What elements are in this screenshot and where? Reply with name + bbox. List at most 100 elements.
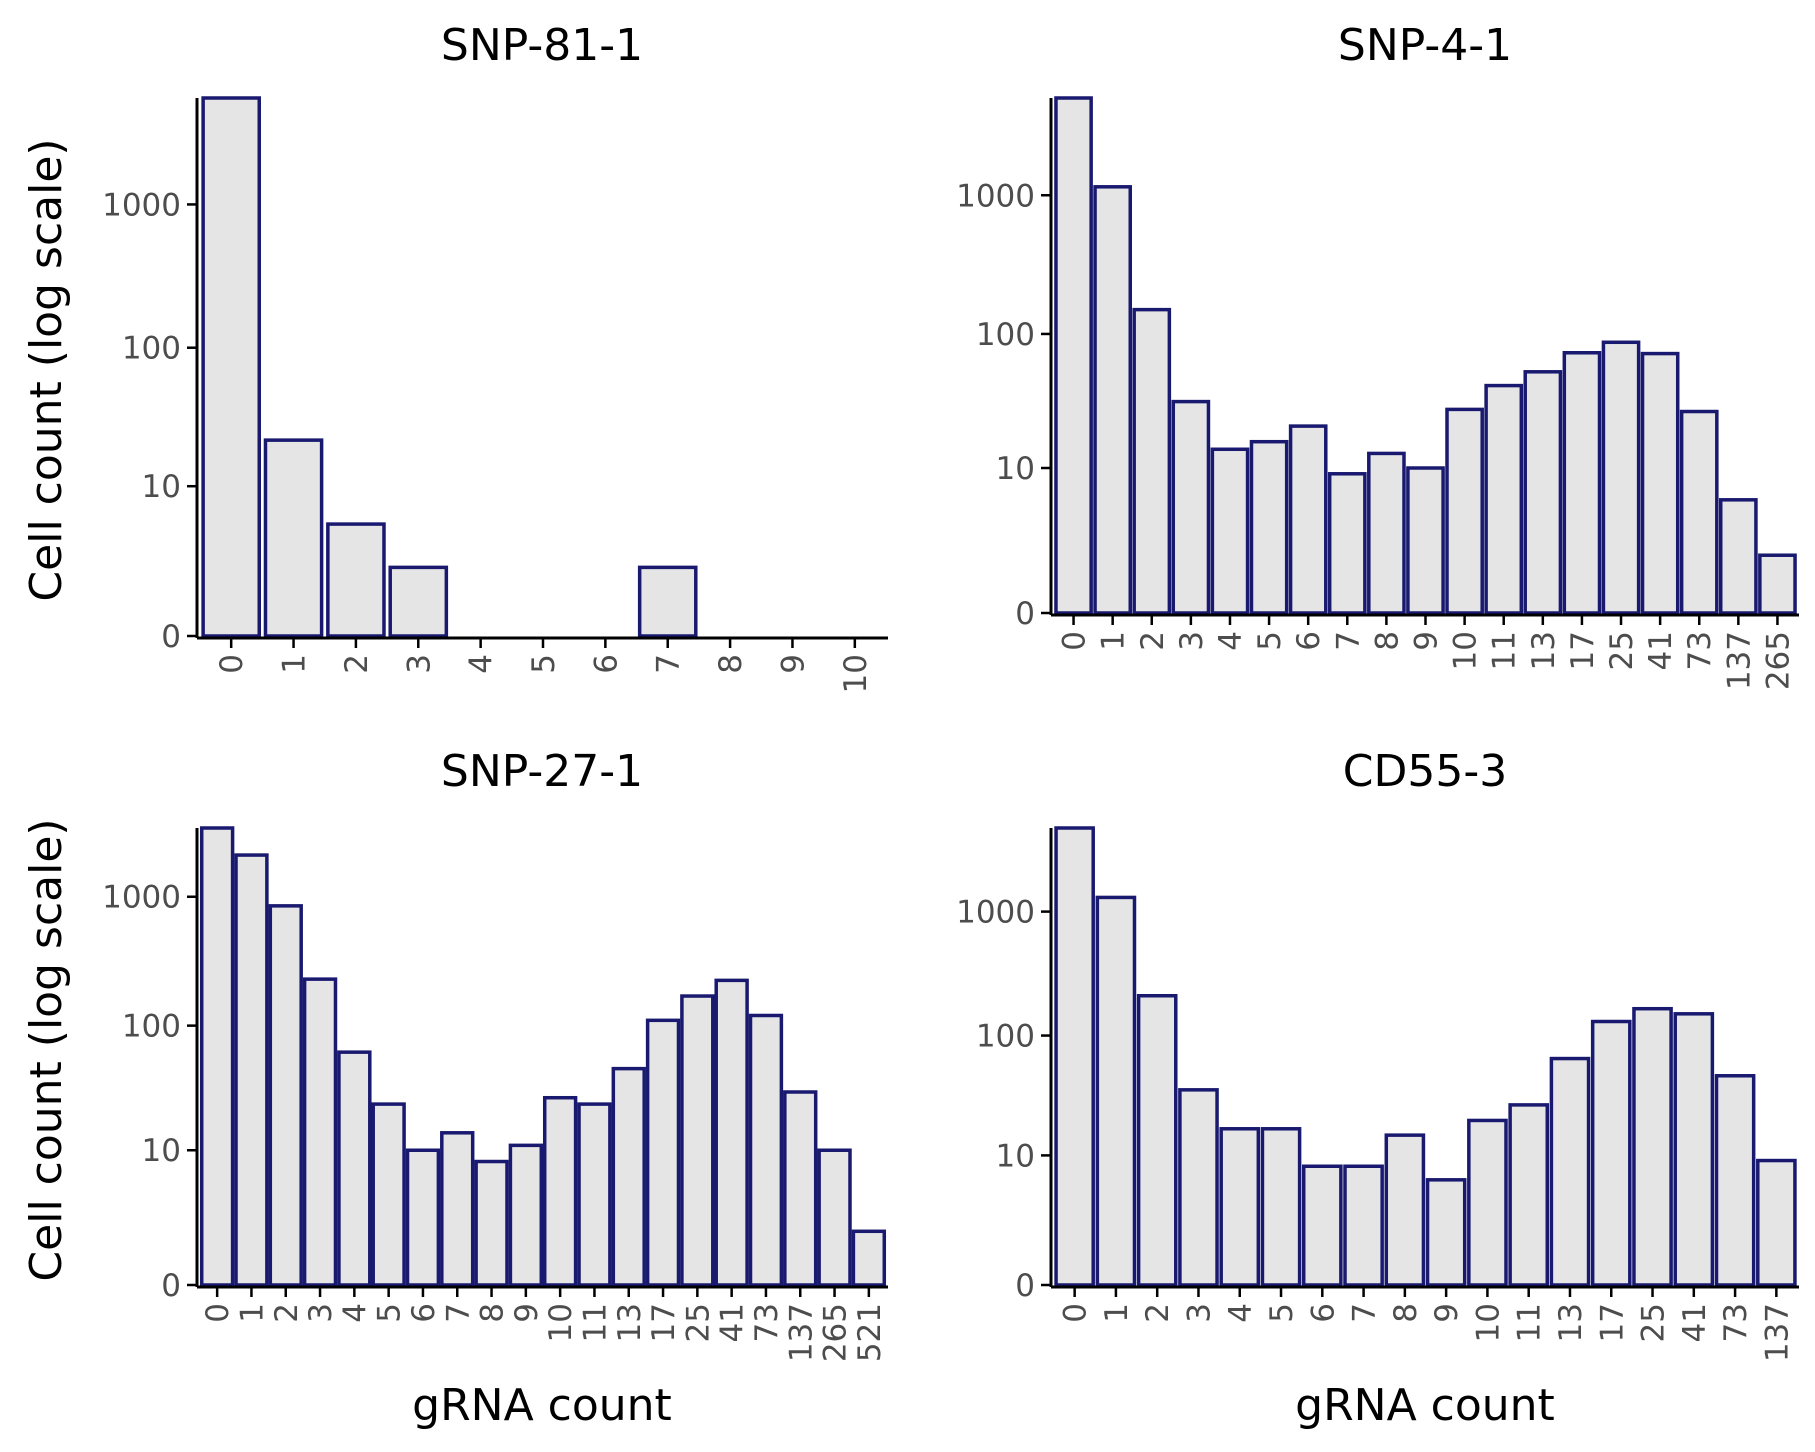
bar-25	[1601, 340, 1641, 615]
bar-9	[1425, 1178, 1467, 1287]
x-tick-label: 8	[475, 1303, 511, 1323]
x-tick-label: 0	[1058, 1303, 1094, 1323]
panel-snp-27-1: SNP-27-1 Cell count (log scale) gRNA cou…	[21, 746, 888, 1431]
bar-2	[1136, 994, 1178, 1287]
bar-1	[1095, 895, 1137, 1287]
x-tick-label: 9	[1429, 1303, 1465, 1323]
x-tick-label: 7	[440, 1303, 476, 1323]
x-tick-label: 265	[818, 1303, 854, 1362]
bar-2	[1132, 307, 1172, 615]
bar-5	[1260, 1127, 1302, 1287]
y-tick-label: 1000	[102, 187, 181, 223]
x-tick-label: 73	[749, 1303, 785, 1342]
bar-73	[748, 1013, 784, 1287]
y-tick-label: 1000	[956, 895, 1035, 931]
bar-7	[637, 565, 698, 638]
x-axis-title: gRNA count	[1295, 1380, 1555, 1431]
x-tick-label: 17	[1565, 631, 1601, 670]
x-tick-label: 10	[838, 654, 874, 693]
bar-17	[645, 1018, 681, 1287]
y-tick-label: 1000	[956, 178, 1035, 214]
y-tick-label: 0	[1015, 596, 1035, 632]
x-tick-label: 5	[1252, 631, 1288, 651]
x-tick-label: 25	[1636, 1303, 1672, 1342]
x-tick-label: 8	[1369, 631, 1405, 651]
y-tick-label: 10	[142, 469, 181, 505]
x-tick-label: 10	[1470, 1303, 1506, 1342]
panel-title: CD55-3	[1343, 746, 1507, 797]
bar-25	[680, 994, 715, 1287]
bar-7	[1327, 472, 1367, 615]
bar-17	[1590, 1019, 1632, 1287]
x-tick-label: 13	[612, 1303, 648, 1342]
x-tick-label: 17	[646, 1303, 682, 1342]
bar-265	[817, 1148, 852, 1287]
x-tick-label: 10	[543, 1303, 579, 1342]
x-tick-label: 9	[775, 654, 811, 674]
x-tick-label: 8	[1388, 1303, 1424, 1323]
y-tick-label: 100	[122, 331, 181, 367]
x-tick-label: 3	[303, 1303, 339, 1323]
x-tick-label: 1	[234, 1303, 270, 1323]
x-tick-label: 2	[1135, 631, 1171, 651]
x-tick-label: 25	[1604, 631, 1640, 670]
y-tick-label: 0	[161, 619, 181, 655]
bar-13	[611, 1066, 646, 1287]
x-tick-label: 4	[337, 1303, 373, 1323]
bar-3	[302, 977, 338, 1287]
x-tick-label: 2	[339, 654, 375, 674]
bar-8	[1367, 451, 1406, 615]
panel-title: SNP-4-1	[1338, 20, 1512, 71]
x-tick-label: 137	[1721, 631, 1757, 690]
x-tick-label: 9	[509, 1303, 545, 1323]
x-tick-label: 1	[1099, 1303, 1135, 1323]
bar-8	[474, 1159, 509, 1287]
y-tick-label: 100	[122, 1009, 181, 1045]
y-tick-label: 10	[996, 1138, 1035, 1174]
bar-4	[1210, 447, 1250, 615]
bar-9	[1406, 466, 1445, 615]
bar-1	[234, 853, 269, 1287]
bar-0	[201, 96, 261, 638]
x-tick-label: 2	[1140, 1303, 1176, 1323]
x-tick-label: 41	[1643, 631, 1679, 670]
x-tick-label: 7	[651, 654, 687, 674]
x-tick-label: 41	[1677, 1303, 1713, 1342]
bar-521	[851, 1229, 887, 1287]
x-tick-label: 521	[852, 1303, 888, 1362]
x-tick-label: 5	[526, 654, 562, 674]
bar-2	[326, 522, 386, 638]
x-tick-label: 6	[1291, 631, 1327, 651]
bar-11	[577, 1102, 612, 1287]
bar-73	[1714, 1074, 1756, 1287]
x-tick-label: 6	[588, 654, 624, 674]
bar-25	[1632, 1006, 1673, 1287]
y-tick-label: 10	[142, 1133, 181, 1169]
y-axis-title: Cell count (log scale)	[21, 138, 72, 601]
bar-10	[542, 1095, 578, 1287]
y-axis-title: Cell count (log scale)	[21, 818, 72, 1281]
x-tick-label: 10	[1448, 631, 1484, 670]
panel-snp-81-1: SNP-81-1 Cell count (log scale) 01010010…	[21, 20, 888, 693]
bar-265	[1758, 553, 1797, 615]
x-axis-title: gRNA count	[412, 1380, 672, 1431]
y-tick-label: 100	[976, 1019, 1035, 1055]
x-tick-label: 73	[1682, 631, 1718, 670]
panel-title: SNP-27-1	[441, 746, 643, 797]
bar-3	[388, 565, 449, 638]
x-tick-label: 7	[1347, 1303, 1383, 1323]
bar-0	[1054, 826, 1095, 1287]
x-tick-label: 3	[401, 654, 437, 674]
x-tick-label: 9	[1409, 631, 1445, 651]
bar-3	[1171, 399, 1211, 615]
x-tick-label: 5	[372, 1303, 408, 1323]
y-tick-label: 100	[976, 317, 1035, 353]
bar-4	[337, 1050, 372, 1287]
x-tick-label: 4	[1213, 631, 1249, 651]
bar-1	[1093, 185, 1133, 615]
bar-10	[1467, 1118, 1508, 1287]
bar-0	[199, 826, 235, 1287]
